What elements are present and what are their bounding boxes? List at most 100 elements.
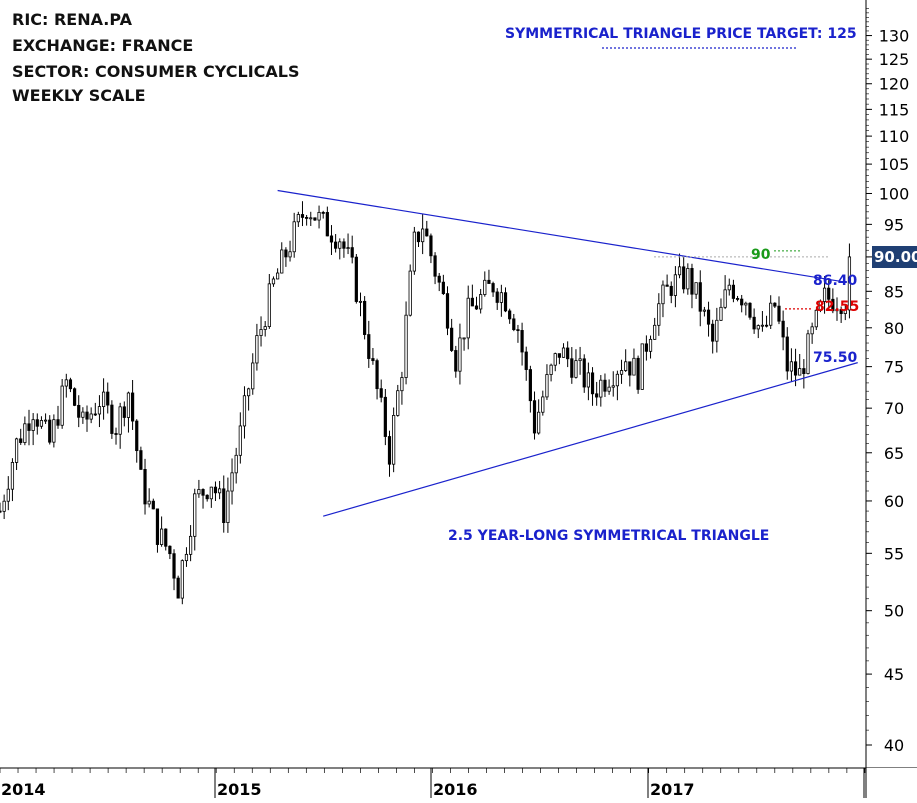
candle	[52, 414, 56, 448]
candle	[276, 268, 280, 280]
candle-body-down	[669, 285, 673, 296]
candle	[847, 243, 852, 319]
candle	[814, 308, 818, 331]
candle	[454, 345, 458, 378]
candle-body-down	[77, 404, 81, 418]
price-tick-label: 65	[884, 444, 904, 463]
candle	[72, 387, 77, 407]
candle	[690, 263, 694, 309]
candle-body-up	[686, 268, 690, 290]
candle-body-down	[151, 500, 155, 510]
candle-body-up	[259, 329, 263, 336]
candle-body-up	[184, 553, 189, 562]
candle	[43, 413, 48, 424]
candle	[657, 293, 661, 336]
year-label: 2016	[433, 780, 478, 798]
candle	[242, 386, 247, 439]
candle-body-down	[416, 231, 421, 243]
candle	[474, 296, 479, 310]
candle-body-up	[545, 374, 549, 398]
candle	[292, 212, 296, 258]
sector-label: SECTOR: CONSUMER CYCLICALS	[12, 62, 300, 81]
candle-body-up	[619, 370, 624, 375]
candle-body-down	[139, 450, 143, 470]
candle	[740, 294, 744, 313]
candle-body-up	[209, 486, 213, 500]
candle	[491, 281, 495, 297]
candle	[284, 247, 288, 267]
resistance-value-label: 86.40	[813, 273, 858, 289]
candle	[429, 233, 433, 264]
candle-body-down	[342, 241, 346, 249]
candle-body-up	[218, 488, 222, 494]
candle	[553, 352, 557, 372]
candle-body-up	[60, 385, 64, 426]
candle	[512, 313, 516, 332]
candle	[827, 280, 831, 310]
candle	[595, 381, 599, 406]
candle-body-down	[363, 300, 367, 335]
candle-body-up	[719, 306, 723, 321]
candle-body-down	[524, 351, 528, 370]
candle	[31, 413, 35, 446]
candle-body-up	[673, 274, 677, 296]
candle	[64, 373, 68, 398]
candle-body-down	[450, 327, 454, 351]
price-tick-label: 125	[879, 50, 910, 69]
candle	[532, 391, 537, 440]
candle-body-down	[168, 545, 172, 555]
candle	[68, 377, 73, 393]
candle-body-up	[479, 294, 483, 310]
candle-body-up	[23, 423, 27, 443]
candle-body-down	[130, 392, 135, 422]
candle-body-down	[740, 298, 744, 306]
candle	[110, 400, 114, 439]
candle-body-down	[802, 368, 806, 374]
candle-body-up	[31, 419, 35, 431]
candle	[164, 528, 168, 551]
candle-body-down	[557, 353, 561, 358]
candle	[760, 311, 765, 332]
candle-body-down	[205, 494, 209, 500]
candle	[0, 502, 2, 514]
ric-label: RIC: RENA.PA	[12, 10, 133, 29]
candle	[259, 316, 263, 347]
candle	[205, 494, 209, 502]
candle	[694, 282, 698, 299]
candle	[392, 407, 396, 473]
candle	[640, 343, 644, 390]
candle	[719, 298, 723, 321]
candle-body-up	[276, 272, 280, 280]
candle	[189, 525, 193, 562]
candle-body-up	[421, 228, 425, 243]
scale-label: WEEKLY SCALE	[12, 86, 146, 105]
candle	[280, 242, 284, 274]
candle-body-down	[474, 305, 479, 310]
candle	[387, 430, 392, 477]
candle	[354, 253, 358, 304]
candle-body-down	[570, 358, 574, 378]
candle-body-up	[271, 278, 276, 285]
candle-body-up	[615, 373, 619, 387]
candle	[541, 390, 545, 416]
price-tick-label: 60	[884, 492, 904, 511]
candle-body-down	[213, 486, 218, 494]
candle	[375, 358, 379, 400]
candle	[549, 363, 553, 382]
candle	[288, 240, 292, 262]
candle-body-up	[653, 324, 657, 340]
candle	[39, 416, 44, 429]
candle-body-up	[358, 300, 363, 303]
candle-body-up	[760, 324, 765, 327]
candle-body-down	[595, 393, 599, 398]
candle-body-down	[512, 318, 516, 331]
candle	[528, 365, 532, 413]
candle	[773, 302, 777, 309]
candle	[561, 343, 566, 358]
candle-body-up	[541, 396, 545, 413]
candle	[122, 401, 126, 427]
candle	[599, 375, 603, 407]
candle	[193, 488, 197, 551]
candle-body-up	[238, 425, 242, 456]
candle-body-down	[785, 336, 789, 372]
